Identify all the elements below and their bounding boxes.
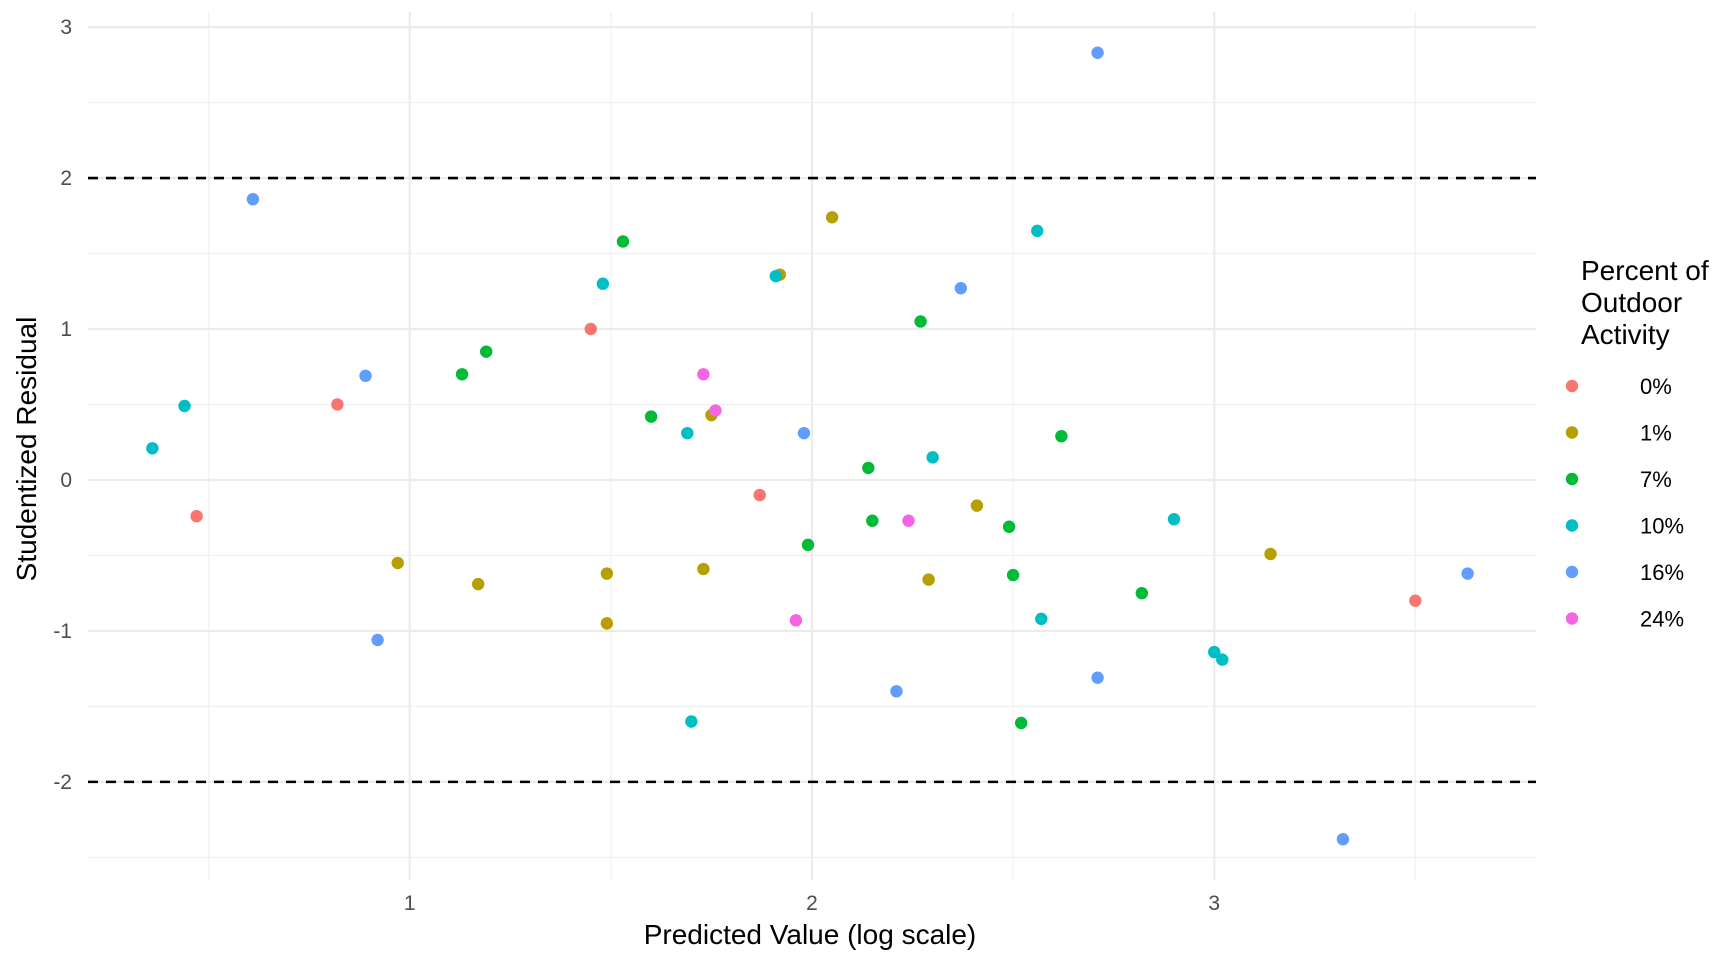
y-tick-label: 0 <box>60 469 72 492</box>
data-point <box>1409 594 1422 607</box>
data-point <box>866 514 879 527</box>
y-tick-label: -2 <box>53 771 72 794</box>
data-point <box>1461 567 1474 580</box>
legend-key <box>1565 519 1579 532</box>
data-point <box>825 211 839 224</box>
data-point <box>471 577 485 591</box>
legend-title-line: Activity <box>1581 319 1670 350</box>
data-point <box>190 509 203 523</box>
data-point <box>584 322 597 336</box>
data-point <box>926 451 939 464</box>
legend-label: 7% <box>1640 467 1672 492</box>
x-axis-tick-labels: 1 2 3 <box>404 892 1220 915</box>
data-point <box>1264 547 1277 561</box>
data-point <box>753 488 766 502</box>
legend: Percent of Outdoor Activity 0% 1% 7% 10% 16%… <box>1565 255 1716 632</box>
legend-label: 10% <box>1640 514 1684 539</box>
data-point <box>914 315 927 328</box>
data-point <box>1055 429 1068 443</box>
data-point <box>455 368 469 381</box>
data-point <box>697 368 710 381</box>
legend-key <box>1565 426 1579 439</box>
major-gridlines <box>88 12 1536 880</box>
legend-key <box>1565 472 1579 486</box>
data-point <box>1216 653 1229 666</box>
legend-key <box>1565 612 1579 625</box>
data-point <box>1091 671 1104 684</box>
data-point <box>769 269 782 283</box>
data-point <box>709 404 722 417</box>
data-point <box>1336 833 1350 846</box>
data-point <box>391 556 404 570</box>
data-point <box>1031 224 1044 238</box>
legend-key <box>1565 379 1579 393</box>
data-point <box>797 426 811 440</box>
data-point <box>616 235 630 248</box>
data-point <box>922 573 935 586</box>
y-axis-tick-labels: -2 -1 0 1 2 3 <box>53 16 72 794</box>
y-tick-label: 3 <box>60 16 72 39</box>
x-tick-label: 3 <box>1208 892 1220 915</box>
data-point <box>600 617 614 630</box>
data-point <box>862 461 875 475</box>
legend-key <box>1565 565 1579 579</box>
data-point <box>480 345 493 358</box>
y-tick-label: -1 <box>53 620 72 643</box>
legend-label: 24% <box>1640 607 1684 632</box>
data-point <box>954 282 968 295</box>
legend-label: 0% <box>1640 374 1672 399</box>
x-axis-title: Predicted Value (log scale) <box>644 919 977 950</box>
data-point <box>1002 520 1016 533</box>
legend-items: 0% 1% 7% 10% 16% 24% <box>1565 374 1684 632</box>
data-point <box>178 399 191 413</box>
y-axis-title: Studentized Residual <box>11 317 42 582</box>
data-point <box>371 633 384 647</box>
legend-title-line: Percent of <box>1581 255 1709 286</box>
data-point <box>1014 716 1028 730</box>
legend-label: 16% <box>1640 560 1684 585</box>
data-point <box>644 410 658 423</box>
data-point <box>681 426 694 440</box>
data-point <box>1167 513 1181 526</box>
data-point <box>697 562 710 576</box>
legend-title-line: Outdoor <box>1581 287 1682 318</box>
reference-lines <box>88 176 1536 784</box>
data-point <box>801 538 815 552</box>
x-tick-label: 2 <box>806 892 818 915</box>
data-point <box>890 685 903 698</box>
y-tick-label: 2 <box>60 167 72 190</box>
data-point <box>685 715 698 728</box>
data-point <box>1135 586 1149 600</box>
legend-title: Percent of Outdoor Activity <box>1581 255 1716 350</box>
data-point <box>1006 568 1020 582</box>
data-point <box>1091 46 1104 59</box>
data-point <box>331 398 344 411</box>
data-point <box>970 499 984 512</box>
data-point <box>146 442 159 455</box>
data-points <box>146 46 1474 846</box>
data-point <box>359 369 372 383</box>
data-point <box>1208 645 1221 659</box>
data-point <box>596 277 610 290</box>
y-tick-label: 1 <box>60 318 72 341</box>
x-tick-label: 1 <box>404 892 416 915</box>
data-point <box>600 567 614 580</box>
legend-label: 1% <box>1640 421 1672 446</box>
data-point <box>789 614 803 627</box>
data-point <box>1035 612 1048 626</box>
data-point <box>246 192 260 206</box>
data-point <box>902 514 915 527</box>
